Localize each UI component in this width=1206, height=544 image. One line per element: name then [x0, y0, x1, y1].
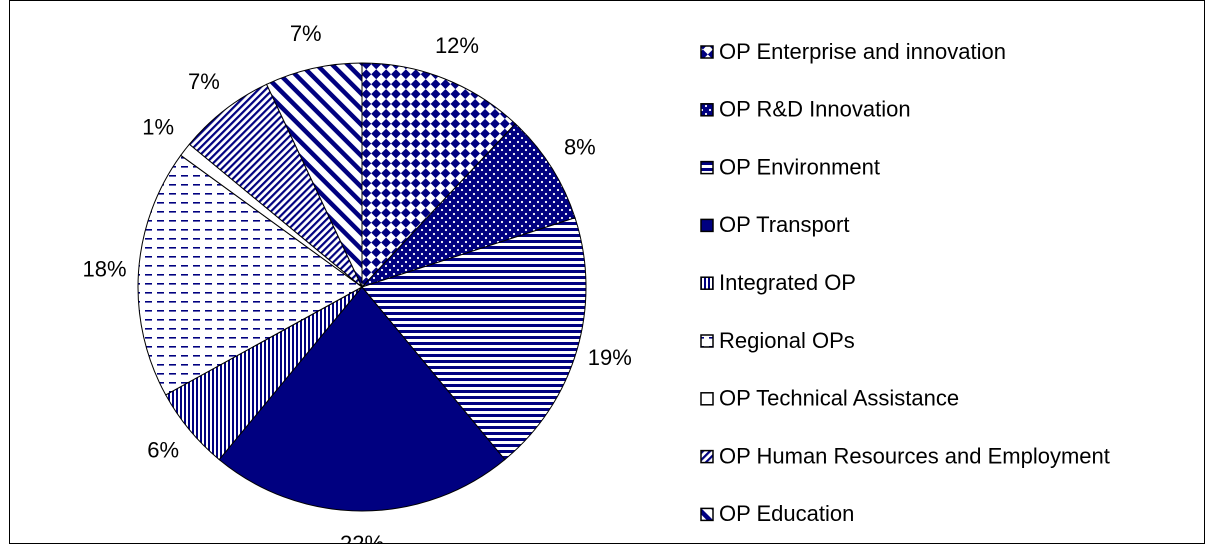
legend-marker [700, 334, 714, 348]
data-label: 7% [188, 69, 220, 94]
pie-slice [361, 123, 576, 288]
legend-marker [700, 45, 714, 59]
legend-marker [700, 218, 714, 233]
legend-marker [700, 507, 714, 522]
legend-marker [700, 449, 714, 464]
legend-label: Integrated OP [719, 270, 856, 295]
legend-marker [700, 103, 714, 117]
legend-label: OP Environment [719, 154, 880, 179]
legend-marker [700, 276, 714, 290]
legend-label: OP Human Resources and Employment [719, 443, 1110, 468]
pie-slice [361, 62, 517, 289]
legend-marker [700, 160, 714, 175]
data-label: 8% [564, 135, 596, 160]
data-label: 6% [147, 437, 179, 462]
data-label: 7% [290, 21, 322, 46]
legend-label: OP Enterprise and innovation [719, 39, 1006, 64]
data-label: 18% [82, 257, 126, 282]
pie-slice [361, 217, 587, 461]
legend-marker [700, 392, 714, 406]
legend-label: OP R&D Innovation [719, 97, 911, 122]
data-label: 1% [142, 115, 174, 140]
legend-label: OP Transport [719, 212, 849, 237]
pie-slice [218, 286, 506, 512]
legend-label: OP Technical Assistance [719, 386, 959, 411]
legend-label: Regional OPs [719, 328, 855, 353]
data-label: 22% [340, 531, 384, 544]
data-label: 19% [588, 345, 632, 370]
pie-slice [265, 62, 363, 288]
data-label: 12% [435, 33, 479, 58]
pie-slice [137, 154, 363, 396]
legend-label: OP Education [719, 501, 854, 526]
